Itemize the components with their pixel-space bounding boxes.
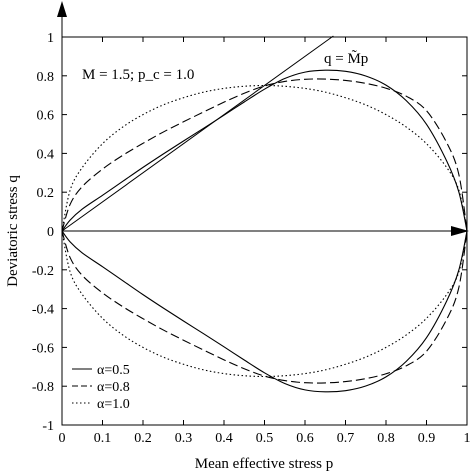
y-tick-label: 1 (47, 31, 54, 46)
series-3-lower-curve (61, 230, 468, 378)
y-tick-label: -0.4 (32, 303, 54, 318)
series-curves (61, 69, 468, 393)
x-axis-title: Mean effective stress p (195, 456, 333, 472)
line-label: q = M̃p (324, 50, 368, 67)
x-tick-label: 0.3 (175, 431, 193, 446)
y-arrowhead (57, 1, 67, 17)
tick-labels: 0 0.1 0.2 0.3 0.4 0.5 0.6 0.7 0.8 0.9 1 -1 -0.8 -0.6 -… (32, 31, 471, 446)
legend-label: α=1.0 (97, 397, 130, 412)
series-2-lower-curve (61, 230, 468, 384)
legend-label: α=0.5 (97, 363, 130, 378)
x-tick-label: 0.2 (134, 431, 152, 446)
y-tick-label: -0.2 (32, 264, 54, 279)
y-tick-label: 0.8 (37, 70, 55, 85)
series-3-upper-curve (61, 84, 468, 232)
x-tick-label: 0 (59, 431, 66, 446)
x-tick-label: 0.4 (215, 431, 233, 446)
y-tick-label: 0.4 (37, 147, 55, 162)
x-arrowhead (451, 226, 469, 236)
x-tick-label: 0.8 (377, 431, 395, 446)
x-tick-label: 0.7 (337, 431, 355, 446)
x-tick-label: 1 (464, 431, 471, 446)
y-tick-label: 0.2 (37, 186, 55, 201)
series-1-upper-curve (61, 69, 468, 232)
param-annotation: M = 1.5; p_c = 1.0 (82, 67, 194, 83)
x-tick-label: 0.6 (296, 431, 314, 446)
y-tick-label: -1 (42, 419, 54, 434)
axis-ticks (61, 36, 468, 426)
series-1-lower-curve (61, 230, 468, 393)
x-tick-label: 0.1 (94, 431, 112, 446)
x-tick-label: 0.5 (256, 431, 274, 446)
series-2-upper-curve (61, 78, 468, 232)
y-axis-title: Deviatoric stress q (5, 175, 21, 287)
y-tick-label: -0.8 (32, 380, 54, 395)
y-tick-label: 0.6 (37, 109, 55, 124)
legend: α=0.5 α=0.8 α=1.0 (72, 363, 130, 412)
reference-line-q-equals-mp (61, 35, 334, 232)
y-tick-label: 0 (47, 225, 54, 240)
legend-label: α=0.8 (97, 380, 130, 395)
y-tick-label: -0.6 (32, 341, 54, 356)
x-tick-label: 0.9 (418, 431, 436, 446)
